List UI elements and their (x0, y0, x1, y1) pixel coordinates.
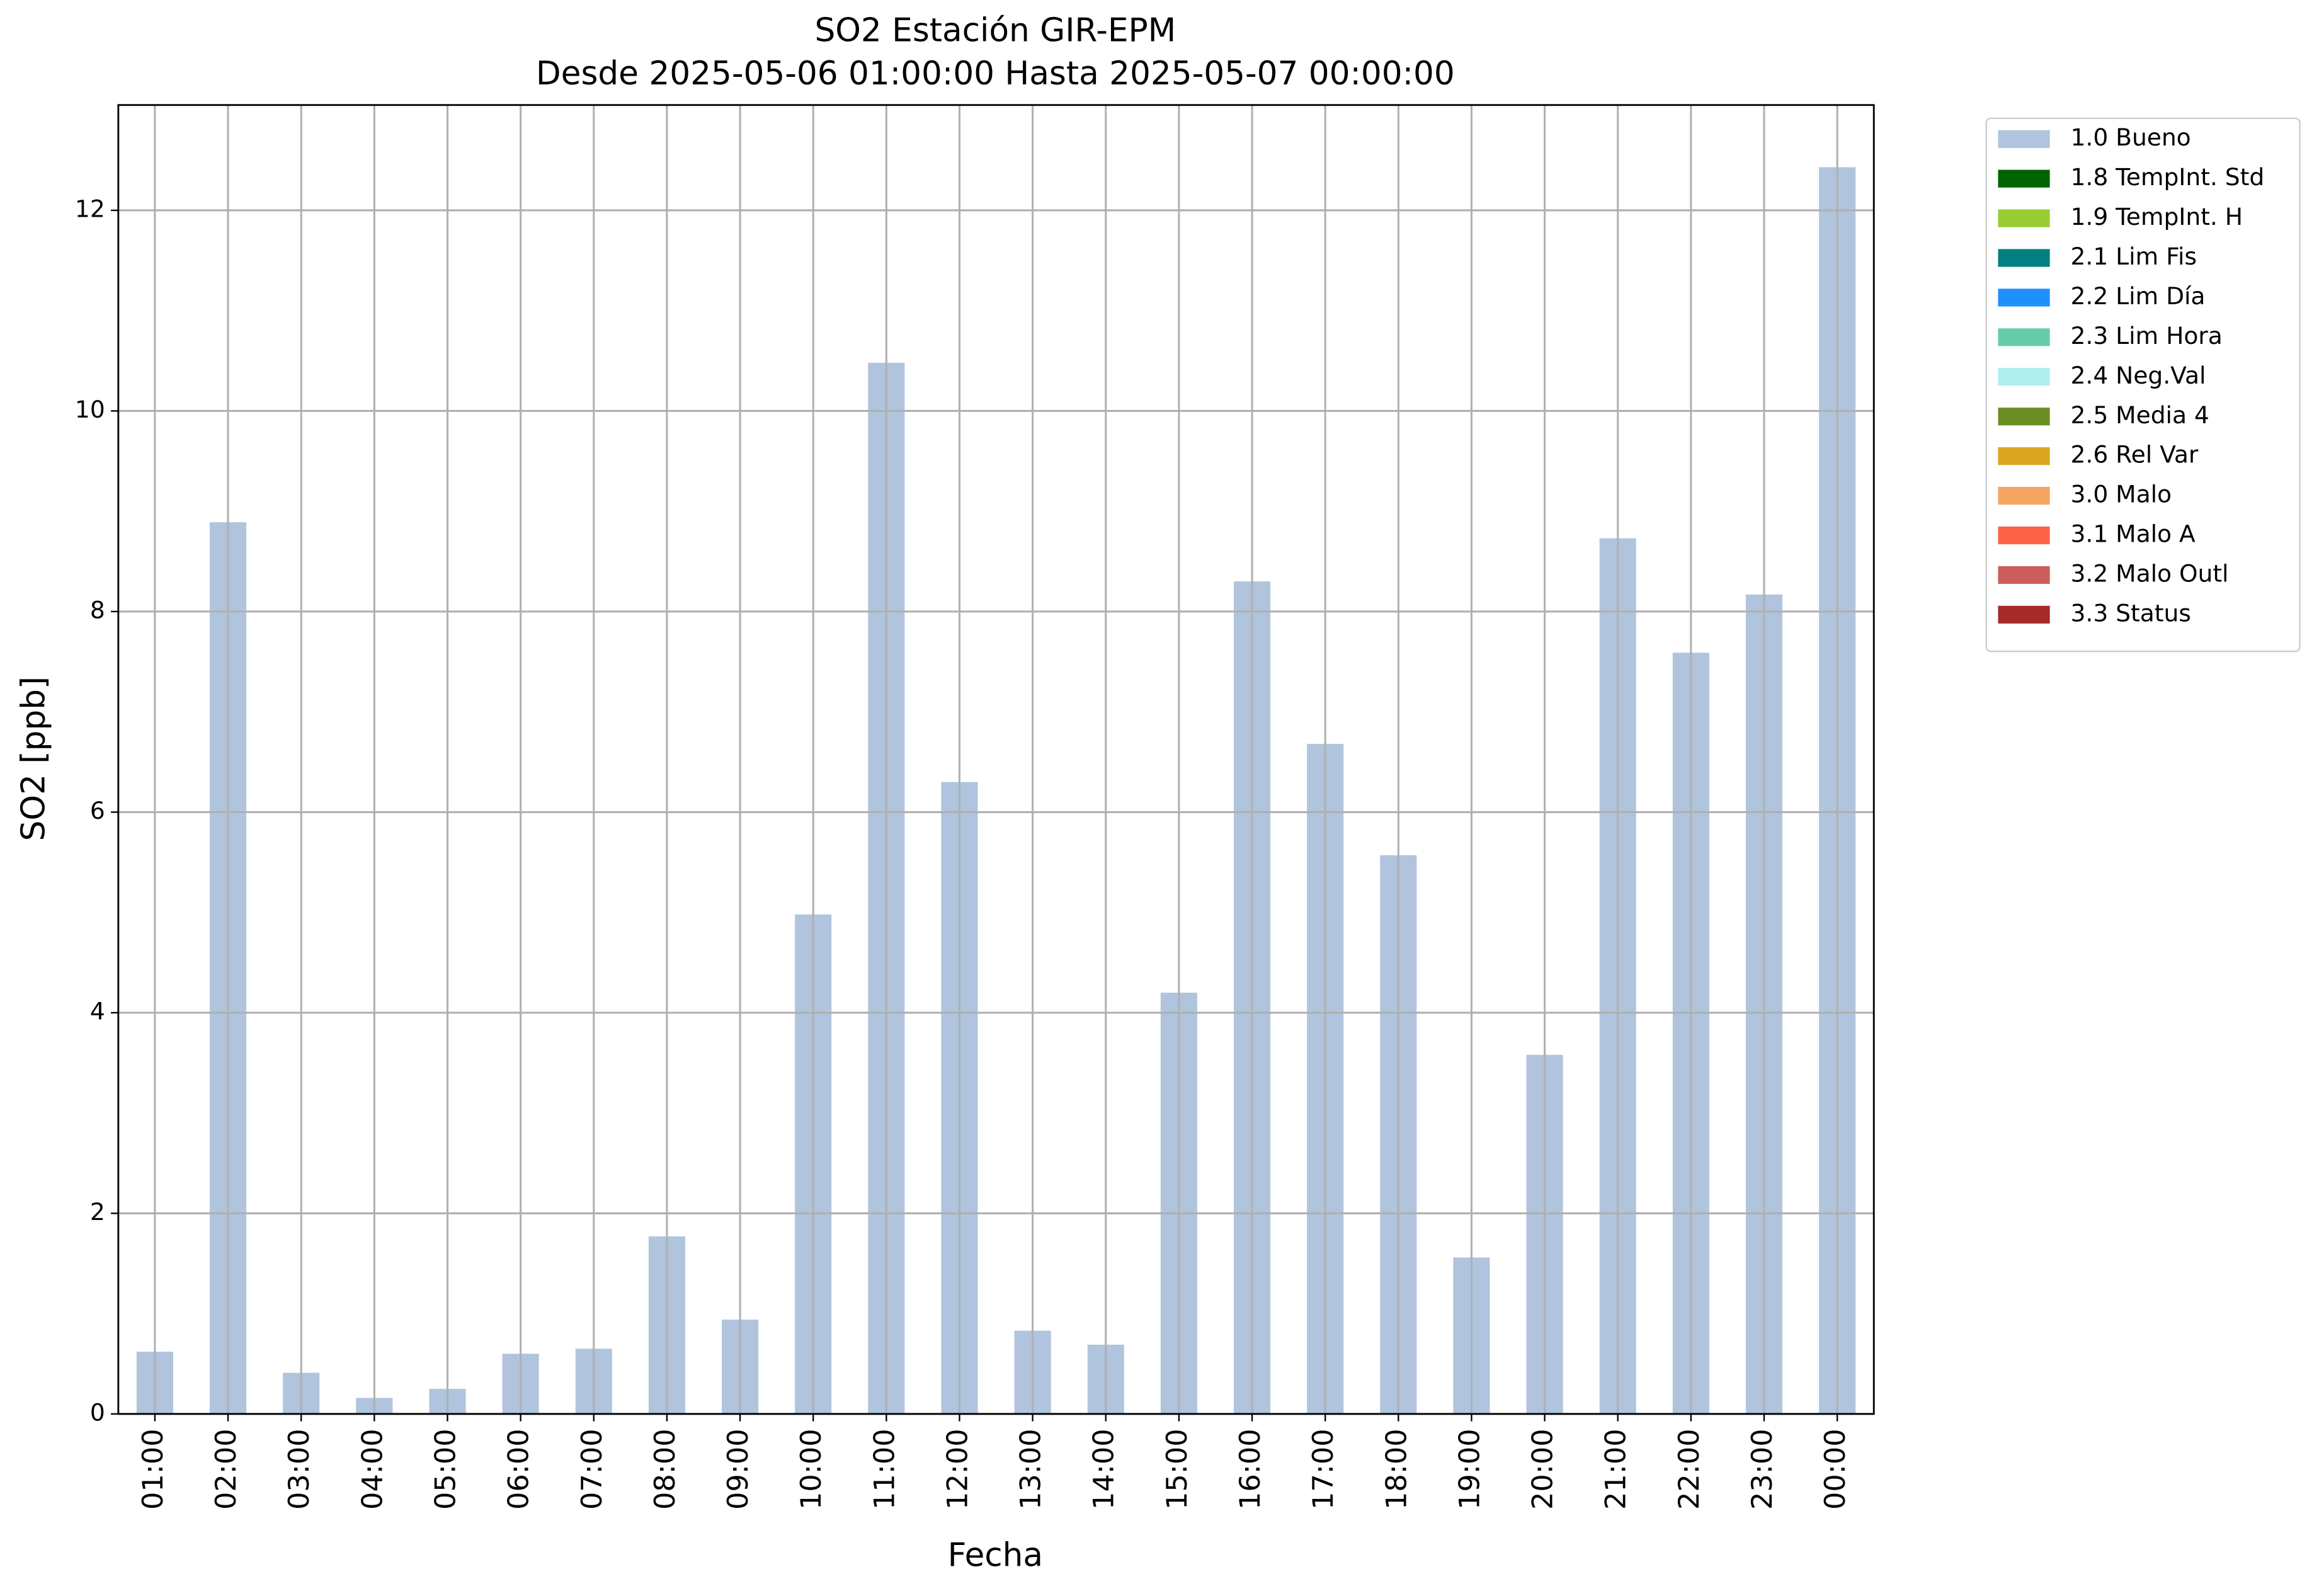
x-tick-label: 10:00 (795, 1428, 828, 1510)
legend-swatch (1998, 605, 2050, 624)
x-tick-label: 15:00 (1161, 1428, 1194, 1510)
legend-swatch (1998, 249, 2050, 267)
legend-swatch (1998, 130, 2050, 148)
x-tick-label: 19:00 (1453, 1428, 1486, 1510)
legend-label: 2.4 Neg.Val (2071, 362, 2206, 389)
legend-label: 1.8 TempInt. Std (2071, 163, 2265, 191)
x-tick-label: 23:00 (1746, 1428, 1779, 1510)
x-tick-label: 13:00 (1015, 1428, 1047, 1510)
x-tick-label: 00:00 (1819, 1428, 1852, 1510)
x-tick-label: 14:00 (1088, 1428, 1120, 1510)
x-tick-label: 08:00 (649, 1428, 681, 1510)
legend-label: 3.0 Malo (2071, 481, 2172, 508)
x-tick-label: 05:00 (429, 1428, 462, 1510)
legend-label: 2.2 Lim Día (2071, 282, 2206, 310)
x-tick-label: 18:00 (1380, 1428, 1413, 1510)
x-axis-label: Fecha (948, 1537, 1043, 1575)
x-tick-label: 03:00 (283, 1428, 316, 1510)
legend-label: 1.9 TempInt. H (2071, 203, 2243, 231)
x-tick-label: 04:00 (356, 1428, 389, 1510)
legend-label: 2.3 Lim Hora (2071, 322, 2223, 350)
legend-label: 2.6 Rel Var (2071, 441, 2199, 469)
y-tick-label: 6 (90, 797, 105, 824)
legend-swatch (1998, 288, 2050, 307)
y-tick-label: 2 (90, 1198, 105, 1226)
legend-swatch (1998, 447, 2050, 465)
chart-subtitle: Desde 2025-05-06 01:00:00 Hasta 2025-05-… (536, 55, 1455, 93)
x-tick-label: 11:00 (868, 1428, 901, 1510)
legend-swatch (1998, 566, 2050, 584)
x-tick-label: 17:00 (1307, 1428, 1340, 1510)
x-tick-label: 16:00 (1234, 1428, 1267, 1510)
x-tick-label: 06:00 (503, 1428, 535, 1510)
x-tick-label: 09:00 (722, 1428, 755, 1510)
legend-swatch (1998, 169, 2050, 188)
x-tick-label: 21:00 (1600, 1428, 1632, 1510)
legend-label: 2.5 Media 4 (2071, 401, 2209, 429)
plot-frame (117, 104, 1875, 1415)
x-tick-label: 07:00 (576, 1428, 608, 1510)
x-tick-label: 01:00 (137, 1428, 169, 1510)
x-tick-label: 20:00 (1527, 1428, 1559, 1510)
legend-label: 3.3 Status (2071, 599, 2191, 627)
legend-box (1985, 117, 2301, 653)
legend-swatch (1998, 408, 2050, 426)
x-tick-label: 12:00 (941, 1428, 974, 1510)
y-tick-label: 8 (90, 596, 105, 624)
y-tick-label: 4 (90, 997, 105, 1025)
legend-label: 1.0 Bueno (2071, 123, 2191, 151)
legend-label: 3.1 Malo A (2071, 520, 2196, 548)
y-tick-label: 12 (75, 195, 105, 222)
x-tick-label: 02:00 (210, 1428, 242, 1510)
y-tick-label: 0 (90, 1398, 105, 1426)
x-tick-label: 22:00 (1673, 1428, 1706, 1510)
legend-label: 3.2 Malo Outl (2071, 560, 2229, 588)
y-tick-label: 10 (75, 396, 105, 423)
legend-label: 2.1 Lim Fis (2071, 242, 2197, 270)
legend-swatch (1998, 526, 2050, 545)
legend-swatch (1998, 209, 2050, 227)
legend-swatch (1998, 328, 2050, 346)
chart-title: SO2 Estación GIR-EPM (814, 12, 1176, 50)
legend-swatch (1998, 487, 2050, 505)
y-axis-label: SO2 [ppb] (14, 676, 52, 841)
legend-swatch (1998, 368, 2050, 386)
